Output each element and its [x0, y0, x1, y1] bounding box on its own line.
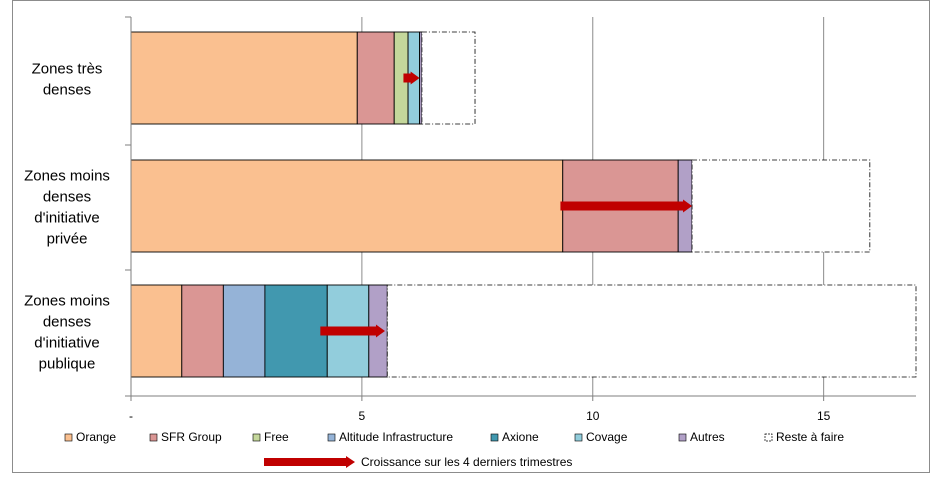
category-label-line: Zones très: [32, 61, 103, 78]
growth-arrow-0: [403, 71, 420, 85]
category-label-line: denses: [43, 189, 91, 206]
category-label-line: Zones moins: [24, 168, 110, 185]
axes: [125, 16, 916, 401]
bar-segment-reste-faire-2: [386, 284, 917, 378]
legend-swatch-6: [678, 433, 687, 442]
bar-segment-reste-faire-1: [691, 159, 871, 253]
category-label-line: Zones moins: [24, 293, 110, 310]
category-label-line: d'initiative: [34, 210, 99, 227]
category-label-line: d'initiative: [34, 335, 99, 352]
legend-label-3: Altitude Infrastructure: [339, 430, 453, 444]
legend-swatch-7: [764, 433, 773, 442]
legend-swatch-1: [149, 433, 158, 442]
bar-segment-orange-2: [130, 284, 183, 378]
legend-swatch-growth-arrow: [264, 456, 355, 468]
bar-segment-axione-2: [264, 284, 328, 378]
legend-swatch-3: [327, 433, 336, 442]
legend-swatch-4: [490, 433, 499, 442]
growth-arrow-2: [320, 324, 385, 338]
legend-swatch-2: [252, 433, 261, 442]
x-tick-labels: - 5 10 15: [129, 409, 831, 423]
category-label-1: Zones moins denses d'initiative privée: [24, 168, 110, 248]
legend: Orange SFR Group Free Altitude Infrastructu…: [64, 430, 844, 469]
bar-segment-sfr-group-0: [356, 31, 395, 125]
category-label-0: Zones très denses: [32, 61, 103, 99]
x-tick-label-0: -: [129, 409, 133, 423]
bar-segment-orange-1: [130, 159, 564, 253]
bar-segment-reste-faire-0: [421, 31, 476, 125]
legend-label-1: SFR Group: [161, 430, 222, 444]
legend-label-7: Reste à faire: [776, 430, 844, 444]
x-tick-label-3: 15: [817, 409, 831, 423]
bar-segment-altitude-infrastructure-2: [222, 284, 266, 378]
legend-label-2: Free: [264, 430, 289, 444]
category-label-line: denses: [43, 314, 91, 331]
bar-segment-orange-0: [130, 31, 358, 125]
x-tick-label-1: 5: [359, 409, 366, 423]
legend-swatch-5: [574, 433, 583, 442]
legend-label-6: Autres: [690, 430, 725, 444]
category-label-line: privée: [47, 231, 88, 248]
category-label-line: denses: [43, 82, 91, 99]
x-tick-label-2: 10: [586, 409, 600, 423]
bar-segment-sfr-group-2: [181, 284, 224, 378]
legend-label-5: Covage: [586, 430, 628, 444]
legend-label-growth: Croissance sur les 4 derniers trimestres: [361, 455, 572, 469]
growth-arrows: [320, 71, 693, 338]
category-label-2: Zones moins denses d'initiative publique: [24, 293, 110, 373]
legend-label-4: Axione: [502, 430, 539, 444]
growth-arrow-1: [560, 199, 693, 213]
category-labels: Zones très denses Zones moins denses d'initi…: [24, 61, 110, 373]
legend-label-0: Orange: [76, 430, 116, 444]
category-label-line: publique: [39, 356, 96, 373]
legend-swatch-0: [64, 433, 73, 442]
